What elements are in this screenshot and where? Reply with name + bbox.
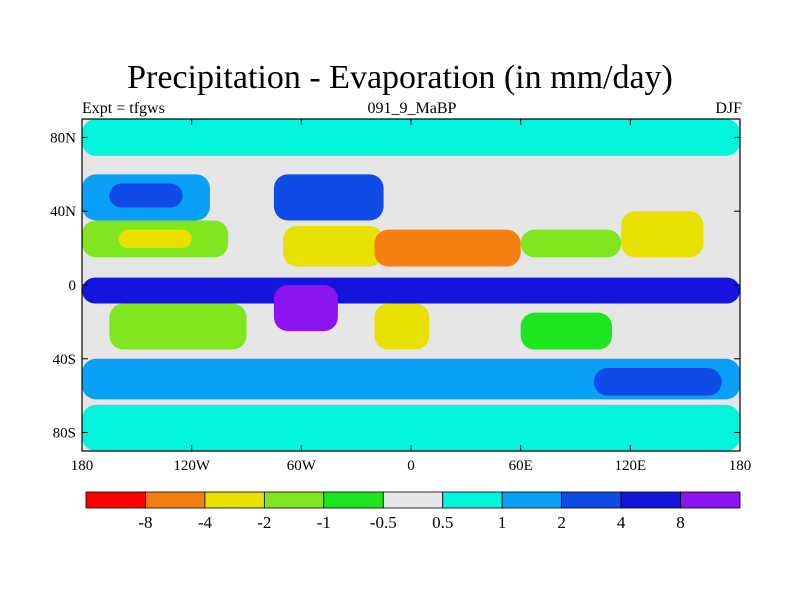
colorbar-swatch (442, 491, 503, 509)
colorbar-swatch (501, 491, 563, 509)
colorbar-level-label: 2 (557, 513, 566, 532)
field-region-w-pacific-dry (621, 211, 704, 258)
x-tick-label: 120E (614, 458, 646, 474)
colorbar-level-label: -2 (257, 513, 271, 532)
period-label: 091_9_MaBP (367, 100, 457, 117)
season-label: DJF (715, 100, 742, 117)
field-region-s-indian-dry (520, 312, 613, 350)
field-region-n-polar-ocean (82, 119, 740, 156)
colorbar-level-label: 1 (498, 513, 507, 532)
colorbar: -8 -4 -2 -1 -0.5 0.5 1 2 4 8 (85, 491, 741, 532)
colorbar-swatch (263, 491, 325, 509)
field-region-n-pacific-storm-core (109, 183, 183, 208)
colorbar-level-label: -8 (138, 513, 152, 532)
y-tick-label: 40N (50, 204, 76, 220)
colorbar-swatch (620, 491, 681, 509)
field-region-southern-storm (82, 358, 740, 400)
x-tick-label: 120W (173, 458, 211, 474)
experiment-label: Expt = tfgws (82, 100, 165, 117)
colorbar-swatch (204, 491, 265, 509)
field-layer (82, 119, 740, 451)
x-tick-label: 180 (71, 458, 94, 474)
chart-title: Precipitation - Evaporation (in mm/day) (127, 59, 673, 96)
field-region-asia-dry (520, 229, 622, 258)
colorbar-level-label: -1 (317, 513, 331, 532)
colorbar-level-label: -0.5 (370, 513, 397, 532)
field-region-antarctic-margin (82, 404, 740, 451)
colorbar-level-label: 8 (676, 513, 685, 532)
x-tick-label: 180 (729, 458, 752, 474)
field-region-s-pacific-dry (109, 303, 247, 350)
colorbar-swatch (561, 491, 622, 509)
colorbar-swatch (382, 491, 444, 509)
field-region-southern-storm-core (593, 368, 722, 396)
colorbar-swatch (85, 491, 146, 509)
colorbar-swatch (680, 491, 741, 509)
y-tick-label: 0 (69, 278, 77, 294)
field-region-n-atlantic-storm (273, 174, 384, 221)
axis-ticks: 180 120W 60W 0 60E 120E 180 80N 40N 0 40S 80S (50, 119, 751, 474)
field-region-equator-wet (82, 277, 740, 304)
y-tick-label: 80S (53, 426, 76, 442)
field-region-n-pacific-dry-core (118, 229, 192, 249)
field-region-n-africa-dry (374, 229, 521, 267)
x-tick-label: 0 (407, 458, 415, 474)
field-region-n-atlantic-subtropics (283, 225, 384, 267)
colorbar-swatch (145, 491, 206, 509)
colorbar-level-label: 4 (617, 513, 626, 532)
y-tick-label: 40S (53, 352, 76, 368)
field-region-amazon-wet (273, 285, 338, 332)
map-layer (81, 118, 741, 452)
x-tick-label: 60E (509, 458, 533, 474)
colorbar-level-label: -4 (198, 513, 213, 532)
colorbar-swatch (323, 491, 384, 509)
field-region-s-atlantic-dry (374, 303, 430, 350)
x-tick-label: 60W (287, 458, 317, 474)
y-tick-label: 80N (50, 130, 76, 146)
colorbar-level-label: 0.5 (432, 513, 453, 532)
